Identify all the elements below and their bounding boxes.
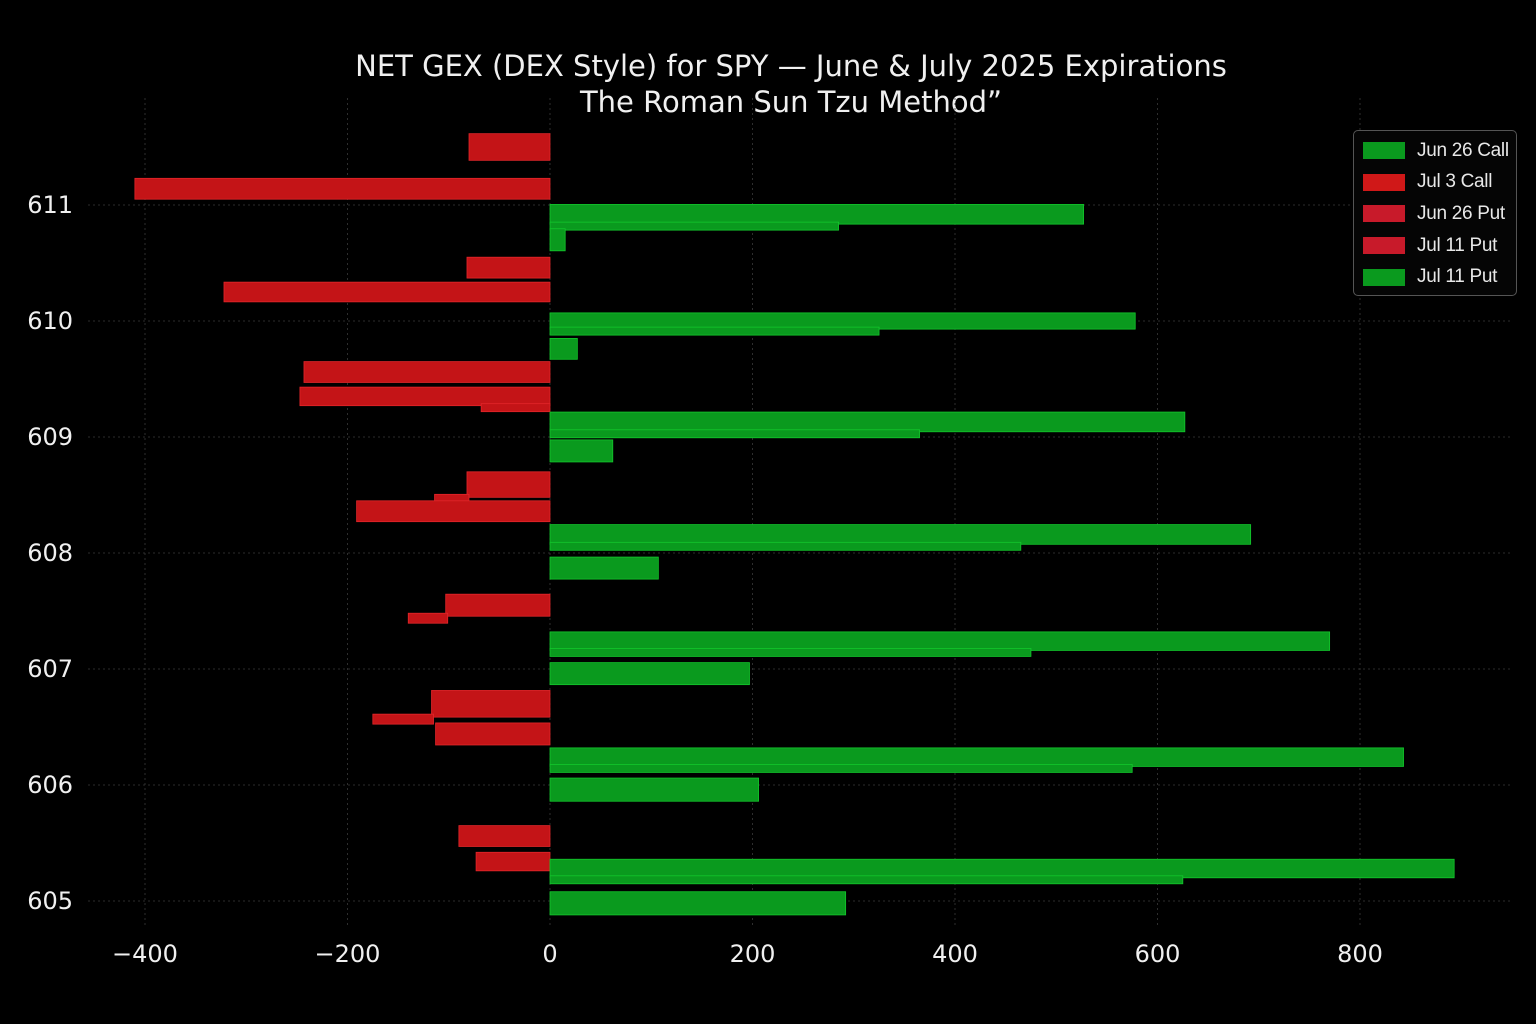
- gex-bar: [549, 204, 1084, 225]
- gex-bar-segment: [549, 429, 920, 439]
- gex-bar: [431, 690, 551, 718]
- y-tick-label: 608: [27, 539, 73, 567]
- x-tick-label: 800: [1337, 940, 1383, 968]
- y-tick-label: 609: [27, 423, 73, 451]
- gex-bar: [549, 228, 566, 252]
- legend-label: Jul 3 Call: [1417, 171, 1493, 193]
- gex-bar-segment: [407, 612, 449, 624]
- title-block: NET GEX (DEX Style) for SPY — June & Jul…: [0, 48, 1536, 120]
- gex-bar: [299, 386, 551, 407]
- y-tick-label: 610: [27, 307, 73, 335]
- x-tick-label: 600: [1135, 940, 1181, 968]
- legend-label: Jul 11 Put: [1417, 266, 1498, 288]
- gex-bar-segment: [549, 541, 1022, 551]
- gex-bar: [466, 256, 551, 279]
- gex-bar: [549, 411, 1186, 433]
- gex-bar: [445, 593, 551, 617]
- gex-bar-segment: [480, 403, 551, 413]
- gex-bar: [458, 825, 551, 847]
- legend-swatch: [1363, 237, 1405, 255]
- legend-swatch: [1363, 142, 1405, 160]
- y-tick-label: 611: [27, 191, 73, 219]
- gex-bar: [549, 858, 1455, 879]
- gex-bar: [549, 631, 1331, 651]
- legend-item: Jul 3 Call: [1354, 167, 1516, 199]
- gex-bar: [475, 851, 551, 872]
- gex-bar: [435, 722, 551, 746]
- bars-layer: [134, 133, 1455, 916]
- legend-swatch: [1363, 268, 1405, 286]
- gex-bar-segment: [372, 713, 434, 725]
- gex-bar-segment: [549, 875, 1184, 885]
- gex-bar: [549, 662, 750, 686]
- gex-bar: [134, 177, 551, 200]
- legend-item: Jul 11 Put: [1354, 261, 1516, 293]
- gex-bar: [466, 471, 551, 498]
- gex-bar: [549, 747, 1404, 767]
- gex-bar: [549, 891, 847, 916]
- gex-bar: [303, 361, 551, 383]
- legend-label: Jun 26 Put: [1417, 202, 1505, 224]
- legend-item: Jul 11 Put: [1354, 230, 1516, 262]
- legend-swatch: [1363, 205, 1405, 223]
- legend-label: Jul 11 Put: [1417, 234, 1498, 256]
- gex-bar: [549, 337, 578, 360]
- x-tick-label: −400: [112, 940, 178, 968]
- gex-bar: [549, 524, 1252, 545]
- gex-bar: [549, 312, 1136, 330]
- chart-subtitle: The Roman Sun Tzu Methodˮ: [579, 85, 1003, 119]
- gex-bar: [223, 281, 551, 303]
- legend-swatch: [1363, 173, 1405, 191]
- gex-bar: [468, 133, 551, 161]
- x-tick-label: −200: [315, 940, 381, 968]
- x-tick-label: 200: [730, 940, 776, 968]
- legend-item: Jun 26 Call: [1354, 135, 1516, 167]
- legend-item: Jun 26 Put: [1354, 198, 1516, 230]
- gex-bar-segment: [549, 221, 839, 231]
- axis-layer: −400 −200 0 200 400 600 800 605 606 607 608 609 610 6…: [27, 191, 1383, 968]
- legend: Jun 26 Call Jul 3 Call Jun 26 Put Jul 11 Pu…: [1353, 130, 1517, 296]
- x-tick-label: 0: [542, 940, 557, 968]
- gex-bar: [549, 439, 614, 463]
- y-tick-label: 606: [27, 771, 73, 799]
- chart-title: NET GEX (DEX Style) for SPY — June & Jul…: [355, 49, 1227, 83]
- gex-bar-segment: [549, 764, 1133, 773]
- gex-bar: [549, 777, 759, 802]
- y-tick-label: 605: [27, 887, 73, 915]
- gex-bar-segment: [549, 326, 880, 336]
- x-tick-label: 400: [932, 940, 978, 968]
- y-tick-label: 607: [27, 655, 73, 683]
- legend-label: Jun 26 Call: [1417, 139, 1509, 161]
- gex-bar: [356, 500, 551, 523]
- gex-bar-segment: [549, 648, 1032, 657]
- gex-bar: [549, 556, 659, 580]
